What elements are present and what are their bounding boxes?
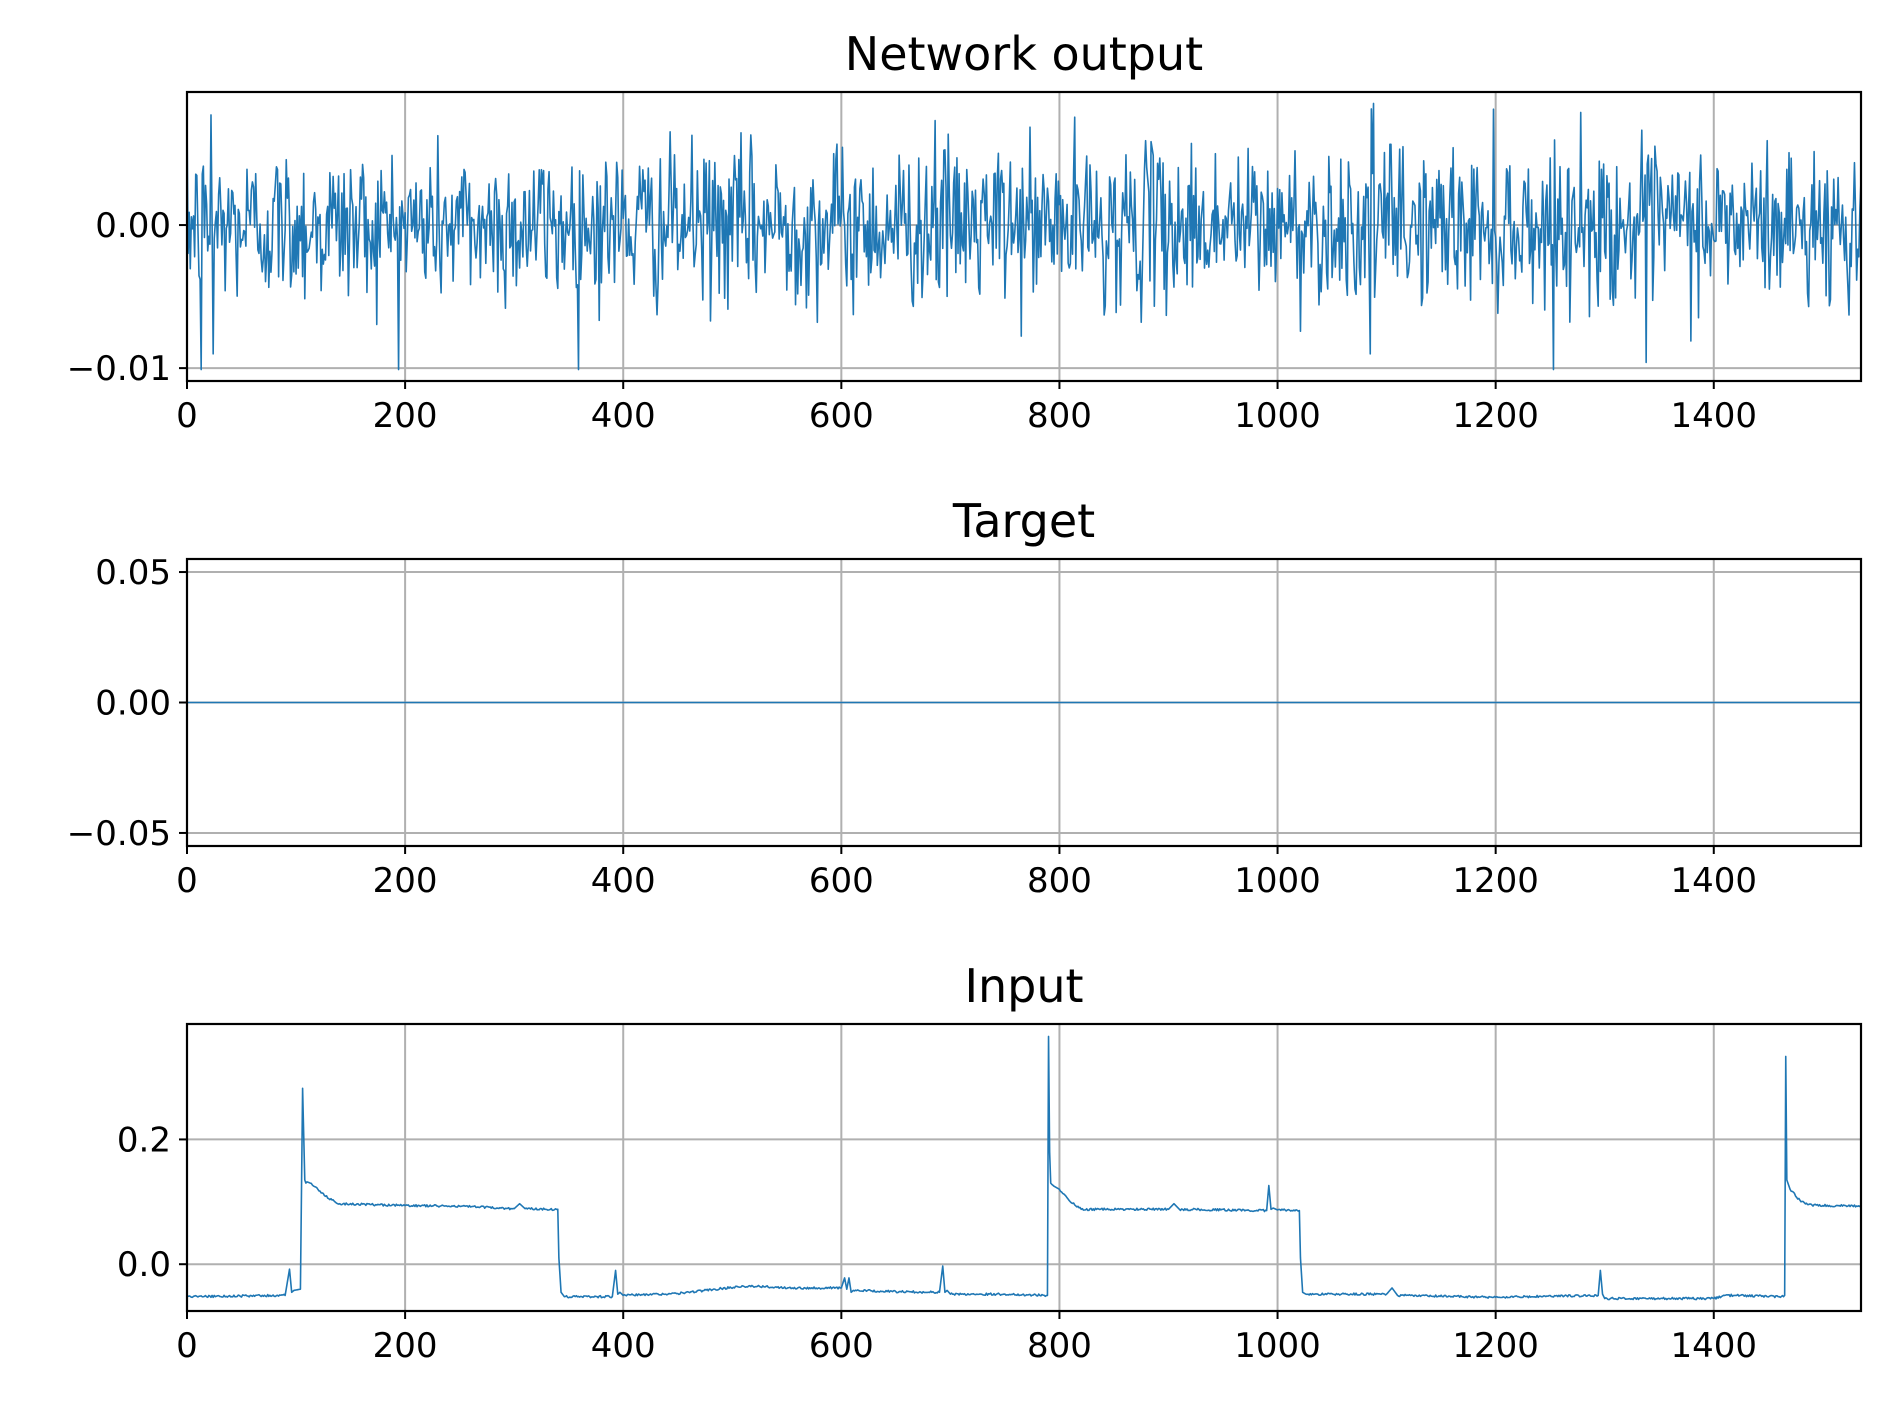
series-line-1: [186, 1035, 1862, 1301]
subplot-title: Target: [952, 494, 1095, 548]
y-tick-label: −0.01: [67, 349, 171, 389]
x-tick-label: 0: [176, 861, 198, 901]
x-tick-label: 600: [809, 396, 874, 436]
subplot-3: Input 0 200 400 600 800 1000 1200 1400 0.0 0.2: [117, 959, 1863, 1366]
x-tick-label: 1000: [1234, 1326, 1321, 1366]
series-line-1: [186, 102, 1862, 371]
subplot-1: Network output 0 200 400 600 800 1000 1200 1400 −…: [67, 27, 1863, 436]
x-tick-label: 800: [1027, 396, 1092, 436]
x-tick-label: 0: [176, 1326, 198, 1366]
axes-frame: [185, 90, 1863, 383]
subplot-title: Network output: [845, 27, 1203, 81]
axes-frame: [185, 1022, 1863, 1313]
x-tick-label: 600: [809, 861, 874, 901]
x-tick-label: 0: [176, 396, 198, 436]
x-tick-label: 200: [373, 396, 438, 436]
y-tick-label: 0.00: [95, 206, 171, 246]
x-tick-label: 800: [1027, 861, 1092, 901]
subplot-2: Target 0 200 400 600 800 1000 1200 1400 −0.05 0.00…: [67, 494, 1863, 901]
x-tick-label: 1000: [1234, 396, 1321, 436]
subplot-title: Input: [964, 959, 1083, 1013]
x-tick-label: 400: [591, 861, 656, 901]
y-tick-label: 0.2: [117, 1120, 171, 1160]
x-tick-label: 200: [373, 861, 438, 901]
x-tick-label: 200: [373, 1326, 438, 1366]
x-tick-label: 1200: [1452, 1326, 1539, 1366]
x-tick-label: 600: [809, 1326, 874, 1366]
x-tick-label: 1000: [1234, 861, 1321, 901]
x-tick-label: 1200: [1452, 396, 1539, 436]
y-tick-label: 0.0: [117, 1245, 171, 1285]
x-tick-label: 1400: [1671, 396, 1758, 436]
x-tick-label: 1200: [1452, 861, 1539, 901]
y-tick-label: −0.05: [67, 814, 171, 854]
x-tick-label: 400: [591, 1326, 656, 1366]
y-tick-label: 0.05: [95, 553, 171, 593]
x-tick-label: 400: [591, 396, 656, 436]
x-tick-label: 800: [1027, 1326, 1092, 1366]
y-tick-label: 0.00: [95, 684, 171, 724]
x-tick-label: 1400: [1671, 1326, 1758, 1366]
x-tick-label: 1400: [1671, 861, 1758, 901]
